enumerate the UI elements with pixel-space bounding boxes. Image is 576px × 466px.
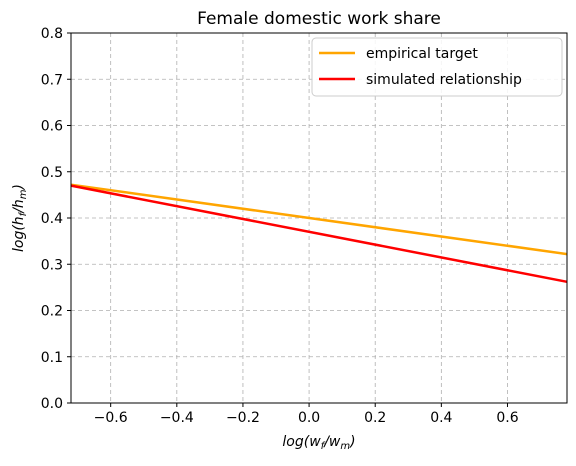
x-tick-label: 0.2	[364, 410, 386, 426]
legend-box	[311, 37, 563, 97]
series-lines	[70, 183, 568, 284]
x-tick-label: 0.6	[496, 410, 518, 426]
y-axis-label: log(hf/hm)	[11, 184, 29, 252]
x-tick-label: −0.4	[160, 410, 194, 426]
legend-label-simulated-relationship: simulated relationship	[366, 72, 522, 88]
legend-label-empirical-target: empirical target	[366, 46, 478, 62]
x-tick-label: 0.0	[298, 410, 320, 426]
x-tick-label: −0.2	[226, 410, 260, 426]
series-line-simulated-relationship	[70, 184, 568, 284]
x-axis-label: log(wf/wm)	[282, 434, 355, 452]
y-tick-label: 0.1	[41, 350, 63, 366]
y-tick-label: 0.2	[41, 304, 63, 320]
legend: empirical target simulated relationship	[311, 37, 563, 97]
chart-title: Female domestic work share	[197, 9, 441, 29]
y-tick-label: 0.3	[41, 257, 63, 273]
series-line-empirical-target	[70, 183, 568, 256]
y-tick-label: 0.7	[41, 72, 63, 88]
axis-ticks: −0.6 −0.4 −0.2 0.0 0.2 0.4 0.6 0.0 0.1 0.2 0.3 0.4 0…	[41, 26, 519, 426]
y-tick-label: 0.0	[41, 396, 63, 412]
y-tick-label: 0.4	[41, 211, 63, 227]
y-tick-label: 0.5	[41, 165, 63, 181]
y-tick-label: 0.6	[41, 119, 63, 135]
y-tick-label: 0.8	[41, 26, 63, 42]
x-tick-label: −0.6	[94, 410, 128, 426]
x-tick-label: 0.4	[430, 410, 452, 426]
